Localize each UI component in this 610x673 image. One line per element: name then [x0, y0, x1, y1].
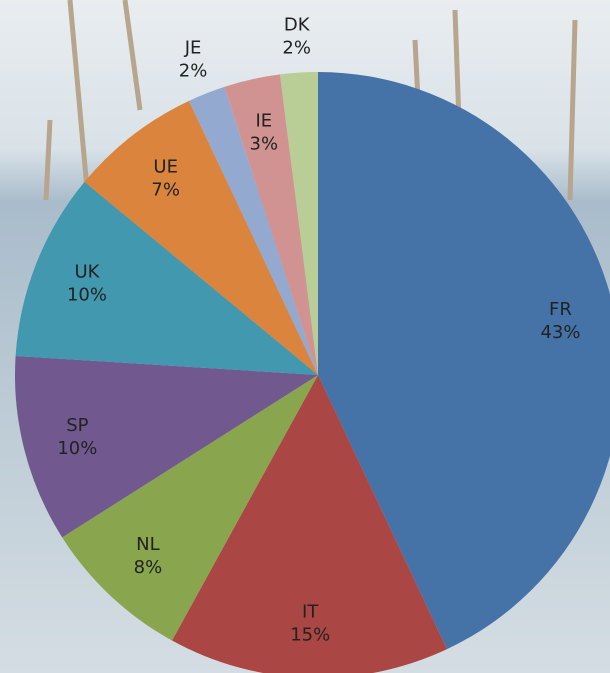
value-label: 2%	[179, 60, 208, 81]
pie-slice	[224, 74, 318, 375]
value-label: 15%	[290, 624, 330, 645]
category-label: NL	[136, 534, 160, 555]
pie-slice	[188, 86, 318, 376]
category-label: SP	[66, 415, 88, 436]
pie-slice	[62, 375, 318, 641]
pie-slice	[15, 181, 319, 375]
pie-slice	[280, 72, 318, 375]
category-label: DK	[284, 14, 311, 35]
value-label: 43%	[540, 322, 580, 343]
category-label: UE	[153, 157, 178, 178]
value-label: 10%	[67, 285, 107, 306]
value-label: 8%	[134, 557, 163, 578]
category-label: IT	[302, 601, 319, 622]
value-label: 10%	[57, 438, 97, 459]
pie-slice	[318, 72, 610, 650]
slices	[15, 72, 610, 673]
category-label: UK	[74, 262, 100, 283]
category-label: JE	[184, 37, 202, 58]
category-label: FR	[549, 299, 572, 320]
pie-slice	[84, 100, 318, 375]
value-label: 7%	[151, 180, 180, 201]
pie-slice	[15, 355, 319, 538]
value-label: 2%	[282, 37, 311, 58]
value-label: 3%	[250, 134, 279, 155]
pie-slice	[172, 375, 448, 673]
category-label: IE	[255, 111, 272, 132]
